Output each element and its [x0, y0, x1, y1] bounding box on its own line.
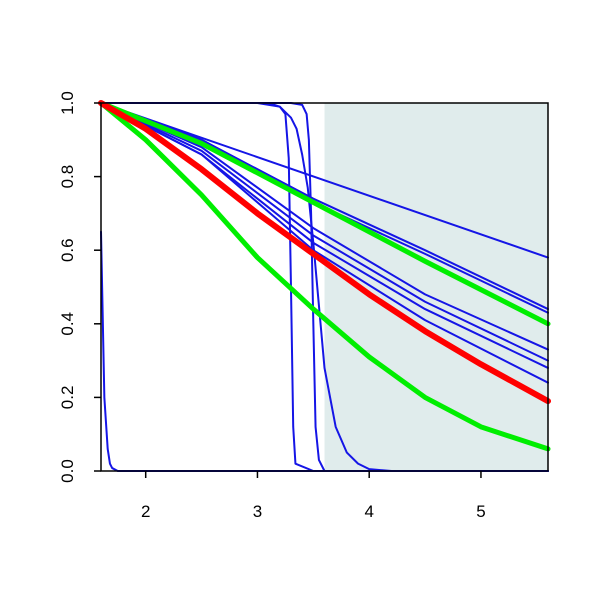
y-tick-label: 0.6 [58, 238, 77, 262]
series-line-green-13 [98, 100, 551, 452]
series-line-blue-11 [100, 102, 549, 472]
x-tick-label: 2 [141, 502, 150, 521]
y-tick-label: 1.0 [58, 91, 77, 115]
x-tick-label: 5 [476, 502, 485, 521]
series-line-red-14 [98, 100, 551, 405]
y-tick-label: 0.8 [58, 165, 77, 189]
x-tick-label: 3 [253, 502, 262, 521]
series-line-blue-1 [100, 102, 549, 259]
series-line-green-12 [98, 100, 551, 327]
y-tick-label: 0.2 [58, 386, 77, 410]
x-tick-label: 4 [364, 502, 373, 521]
y-tick-label: 0.0 [58, 459, 77, 483]
series-line-blue-10 [100, 102, 549, 472]
y-tick-label: 0.4 [58, 312, 77, 336]
axes-layer: 2 3 4 5 0.0 0.2 0.4 0.6 0.8 1.0 [58, 91, 549, 521]
plot-frame [100, 102, 549, 472]
